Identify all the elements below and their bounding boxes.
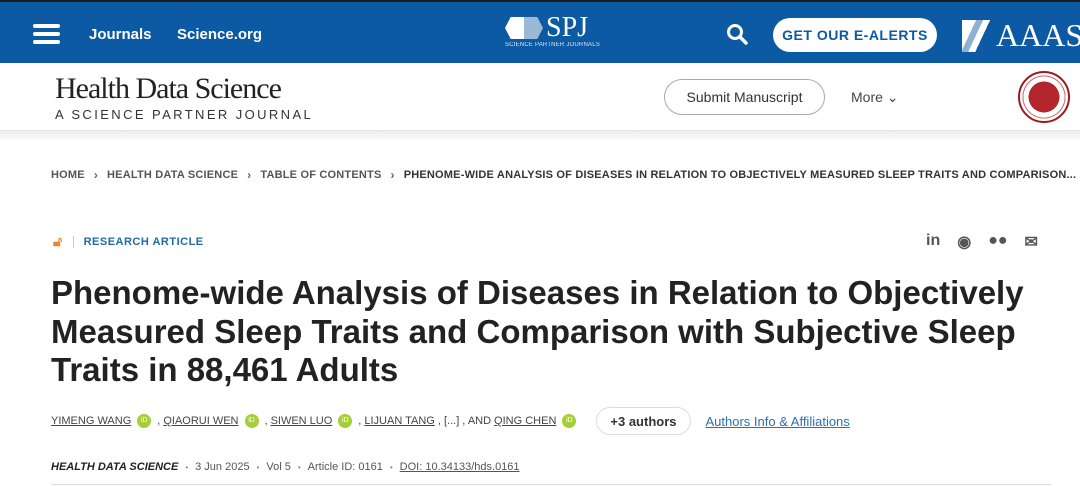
volume: Vol 5 [266, 461, 291, 473]
peking-university-seal[interactable] [1018, 71, 1070, 123]
journal-header: Health Data Science A SCIENCE PARTNER JO… [0, 63, 1080, 131]
author-link[interactable]: QING CHEN [494, 415, 557, 427]
chevron-down-icon: ⌄ [886, 89, 899, 105]
doi-link[interactable]: DOI: 10.34133/hds.0161 [399, 461, 520, 473]
divider [51, 484, 1051, 485]
author-link[interactable]: YIMENG WANG [51, 415, 132, 427]
more-menu[interactable]: More ⌄ [851, 89, 899, 106]
chevron-right-icon: › [247, 168, 252, 182]
orcid-icon[interactable]: iD [137, 414, 152, 428]
share-bar: in ◉ ●● ✉ [926, 232, 1038, 252]
more-authors-button[interactable]: +3 authors [596, 407, 691, 435]
article-meta: HEALTH DATA SCIENCE • 3 Jun 2025 • Vol 5 • … [51, 461, 520, 473]
article-type: 🔓︎ RESEARCH ARTICLE [53, 233, 204, 250]
science-org-link[interactable]: Science.org [177, 26, 263, 43]
aaas-logo[interactable]: AAAS [962, 17, 1080, 54]
top-nav-bar: Journals Science.org SPJ SCIENCE PARTNER… [0, 0, 1080, 63]
article-type-label: RESEARCH ARTICLE [83, 235, 204, 248]
orcid-icon[interactable]: iD [338, 414, 353, 428]
publish-date: 3 Jun 2025 [195, 461, 250, 473]
divider [72, 235, 74, 248]
author-link[interactable]: LIJUAN TANG [364, 415, 435, 427]
chevron-right-icon: › [390, 168, 395, 182]
breadcrumb-journal[interactable]: HEALTH DATA SCIENCE [107, 169, 239, 181]
breadcrumb-current: PHENOME-WIDE ANALYSIS OF DISEASES IN REL… [403, 169, 1077, 181]
linkedin-icon[interactable]: in [926, 232, 941, 249]
submit-manuscript-button[interactable]: Submit Manuscript [664, 79, 825, 115]
menu-icon[interactable] [33, 24, 60, 44]
article-id: Article ID: 0161 [307, 461, 383, 473]
email-icon[interactable]: ✉ [1024, 234, 1038, 251]
breadcrumb-home[interactable]: HOME [51, 169, 85, 181]
open-access-icon: 🔓︎ [53, 233, 63, 249]
journals-link[interactable]: Journals [89, 26, 152, 43]
article-title: Phenome-wide Analysis of Diseases in Rel… [51, 274, 1024, 388]
breadcrumb-toc[interactable]: TABLE OF CONTENTS [260, 169, 382, 181]
reddit-icon[interactable]: ◉ [957, 234, 972, 251]
e-alerts-button[interactable]: GET OUR E-ALERTS [773, 18, 937, 52]
more-label: More [851, 89, 883, 105]
search-icon[interactable] [726, 23, 748, 45]
author-list: YIMENG WANG iD, QIAORUI WEN iD, SIWEN LUO i… [51, 407, 850, 435]
header-shadow [0, 131, 1080, 141]
orcid-icon[interactable]: iD [562, 414, 577, 428]
aaas-logo-text: AAAS [996, 17, 1080, 53]
authors-ellipsis[interactable]: , [...] , AND [437, 415, 492, 427]
spj-logo-text: SPJ [546, 12, 589, 43]
orcid-icon[interactable]: iD [244, 414, 259, 428]
chevron-right-icon: › [93, 168, 99, 182]
spj-logo-subtitle: SCIENCE PARTNER JOURNALS [505, 42, 600, 48]
author-link[interactable]: QIAORUI WEN [163, 415, 239, 427]
journal-title[interactable]: Health Data Science [55, 72, 282, 105]
breadcrumb: HOME › HEALTH DATA SCIENCE › TABLE OF CONT… [51, 168, 1076, 182]
wechat-icon[interactable]: ●● [988, 232, 1008, 249]
journal-subtitle: A SCIENCE PARTNER JOURNAL [55, 107, 314, 122]
journal-name: HEALTH DATA SCIENCE [51, 461, 179, 473]
author-link[interactable]: SIWEN LUO [270, 415, 333, 427]
affiliations-link[interactable]: Authors Info & Affiliations [705, 413, 850, 429]
spj-logo[interactable]: SPJ SCIENCE PARTNER JOURNALS [505, 14, 600, 48]
